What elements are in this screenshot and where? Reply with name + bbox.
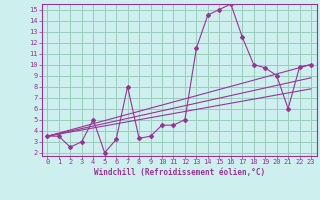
X-axis label: Windchill (Refroidissement éolien,°C): Windchill (Refroidissement éolien,°C) [94,168,265,177]
